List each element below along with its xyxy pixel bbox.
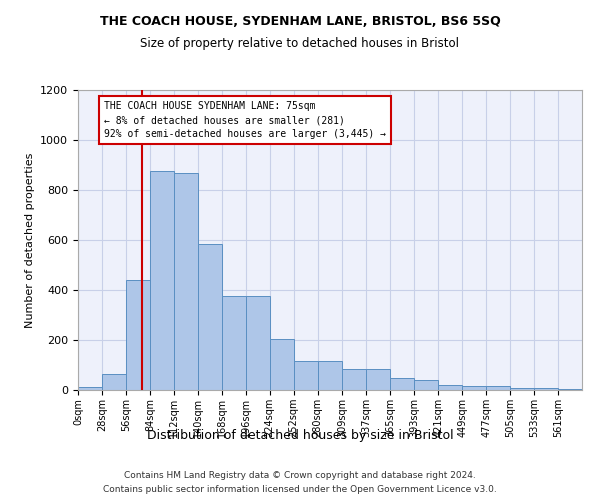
Bar <box>414 380 438 390</box>
Text: Contains HM Land Registry data © Crown copyright and database right 2024.: Contains HM Land Registry data © Crown c… <box>124 472 476 480</box>
Text: Distribution of detached houses by size in Bristol: Distribution of detached houses by size … <box>146 428 454 442</box>
Bar <box>126 280 150 390</box>
Bar <box>486 386 510 390</box>
Bar <box>78 387 102 390</box>
Text: THE COACH HOUSE SYDENHAM LANE: 75sqm
← 8% of detached houses are smaller (281)
9: THE COACH HOUSE SYDENHAM LANE: 75sqm ← 8… <box>104 101 386 139</box>
Bar <box>198 244 222 390</box>
Bar <box>510 388 534 390</box>
Text: Contains public sector information licensed under the Open Government Licence v3: Contains public sector information licen… <box>103 486 497 494</box>
Bar <box>367 369 391 390</box>
Bar <box>462 386 486 390</box>
Bar <box>150 171 174 390</box>
Bar <box>269 339 293 390</box>
Bar <box>102 374 126 390</box>
Bar <box>317 361 343 390</box>
Bar <box>246 296 269 390</box>
Bar <box>222 296 246 390</box>
Bar <box>293 361 317 390</box>
Bar <box>174 172 198 390</box>
Bar <box>534 388 558 390</box>
Bar <box>391 378 414 390</box>
Text: THE COACH HOUSE, SYDENHAM LANE, BRISTOL, BS6 5SQ: THE COACH HOUSE, SYDENHAM LANE, BRISTOL,… <box>100 15 500 28</box>
Bar <box>558 389 582 390</box>
Bar <box>343 369 367 390</box>
Bar <box>438 384 462 390</box>
Y-axis label: Number of detached properties: Number of detached properties <box>25 152 35 328</box>
Text: Size of property relative to detached houses in Bristol: Size of property relative to detached ho… <box>140 38 460 51</box>
